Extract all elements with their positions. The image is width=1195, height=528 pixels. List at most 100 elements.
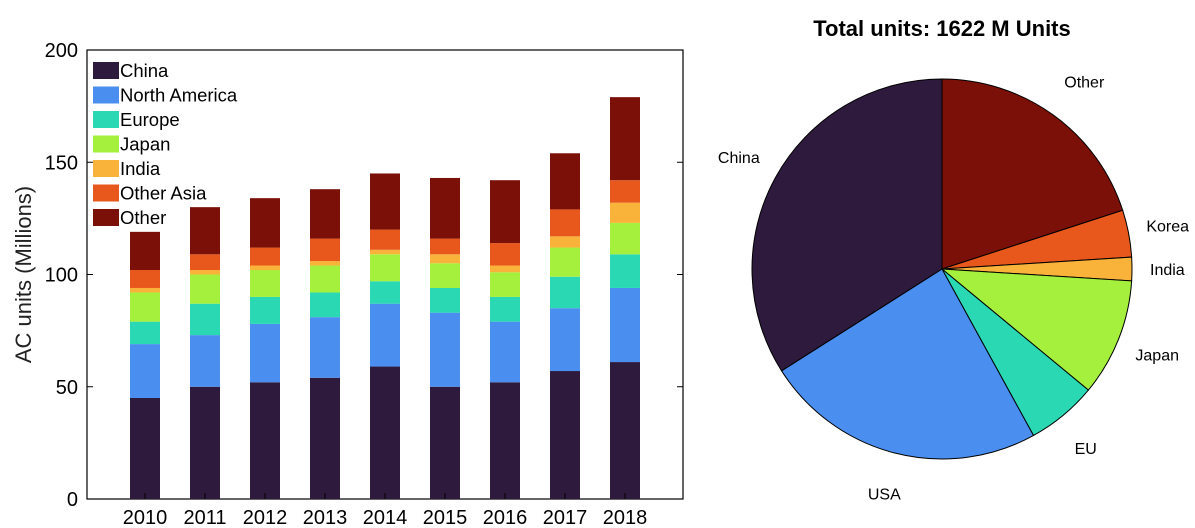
bar-segment-india-2010 [130,287,160,293]
bar-segment-india-2014 [370,249,400,255]
legend-label: Other [120,207,166,228]
legend-label: Other Asia [120,183,207,204]
bar-segment-north-america-2018 [610,287,640,363]
bar-segment-europe-2018 [610,254,640,288]
x-tick-label: 2011 [183,507,226,528]
legend-swatch [93,62,119,79]
pie-label: EU [1075,441,1097,458]
bar-segment-china-2012 [250,382,280,499]
bar-segment-europe-2017 [550,276,580,309]
pie-label: Japan [1135,347,1179,364]
y-tick-label: 200 [45,40,78,62]
bar-segment-other-asia-2011 [190,254,220,271]
bar-segment-other-2011 [190,207,220,255]
bar-segment-other-2014 [370,173,400,230]
pie-label: India [1150,262,1185,279]
bar-segment-other-asia-2010 [130,270,160,288]
bar-segment-other-asia-2016 [490,243,520,266]
bar-segment-europe-2013 [310,292,340,318]
legend-swatch [93,111,119,128]
bar-segment-china-2016 [490,382,520,499]
bar-segment-china-2018 [610,362,640,499]
bar-segment-other-asia-2018 [610,180,640,203]
x-tick-label: 2017 [543,507,588,528]
bar-segment-india-2012 [250,265,280,271]
bar-segment-europe-2016 [490,296,520,322]
bar-segment-india-2017 [550,236,580,248]
pie-label: China [718,150,760,167]
y-tick-label: 150 [45,152,78,174]
x-tick-label: 2016 [483,507,528,528]
bar-segment-other-asia-2015 [430,238,460,255]
bar-segment-other-2015 [430,177,460,239]
x-tick-label: 2014 [363,507,408,528]
bar-segment-other-asia-2014 [370,229,400,250]
legend-swatch [93,209,119,226]
pie-slice-usa [780,268,1035,460]
bar-segment-japan-2010 [130,292,160,322]
pie-slice-other [941,78,1124,270]
bar-segment-india-2011 [190,270,220,275]
bar-segment-other-asia-2013 [310,238,340,262]
bar-segment-north-america-2015 [430,312,460,387]
bar-segment-europe-2014 [370,281,400,304]
bar-segment-china-2017 [550,371,580,499]
bar-segment-north-america-2016 [490,321,520,383]
bar-segment-china-2010 [130,397,160,499]
bar-segment-other-2016 [490,180,520,244]
bar-segment-other-asia-2012 [250,247,280,266]
bar-segment-india-2016 [490,265,520,273]
legend-swatch [93,184,119,202]
bar-segment-north-america-2014 [370,303,400,367]
bar-segment-japan-2012 [250,270,280,297]
x-tick-label: 2010 [123,507,168,528]
bar-segment-japan-2013 [310,265,340,293]
bar-segment-japan-2015 [430,263,460,288]
bar-segment-other-2012 [250,198,280,248]
legend-label: India [120,158,161,179]
legend-label: North America [120,85,238,106]
bar-segment-europe-2010 [130,321,160,345]
bar-segment-china-2015 [430,386,460,499]
bar-segment-north-america-2012 [250,323,280,383]
bar-segment-north-america-2017 [550,308,580,372]
pie-label: Other [1064,74,1105,91]
bar-segment-other-2013 [310,189,340,239]
pie-title: Total units: 1622 M Units [813,16,1071,41]
bar-segment-china-2014 [370,366,400,499]
y-tick-label: 50 [56,377,78,399]
legend-swatch [93,135,119,153]
x-tick-label: 2012 [243,507,288,528]
bar-segment-north-america-2011 [190,335,220,387]
bar-segment-india-2015 [430,254,460,264]
bar-segment-other-2010 [130,231,160,271]
bar-segment-china-2013 [310,377,340,499]
bar-segment-japan-2014 [370,254,400,282]
legend-label: Europe [120,109,180,130]
pie-label: USA [868,487,901,504]
bar-segment-other-asia-2017 [550,209,580,237]
bar-segment-japan-2016 [490,272,520,297]
legend-label: Japan [120,134,170,155]
bar-segment-europe-2012 [250,296,280,324]
x-tick-label: 2013 [303,507,348,528]
pie-chart: Total units: 1622 M Units Other Korea India… [718,16,1189,504]
pie-label: Korea [1146,219,1189,236]
bar-segment-china-2011 [190,386,220,499]
bar-segment-north-america-2013 [310,317,340,378]
y-axis-label: AC units (Millions) [11,186,36,363]
bar-segment-north-america-2010 [130,344,160,398]
legend-swatch [93,160,119,177]
x-tick-label: 2018 [603,507,648,528]
bar-segment-japan-2017 [550,247,580,277]
bar-segment-other-2017 [550,153,580,210]
bar-segment-europe-2011 [190,303,220,336]
x-tick-label: 2015 [423,507,468,528]
bar-segment-japan-2018 [610,222,640,255]
bar-segment-europe-2015 [430,287,460,313]
bar-segment-india-2013 [310,261,340,266]
y-tick-label: 0 [67,489,78,511]
bar-segment-other-2018 [610,97,640,181]
pie-slice-japan [940,268,1133,391]
